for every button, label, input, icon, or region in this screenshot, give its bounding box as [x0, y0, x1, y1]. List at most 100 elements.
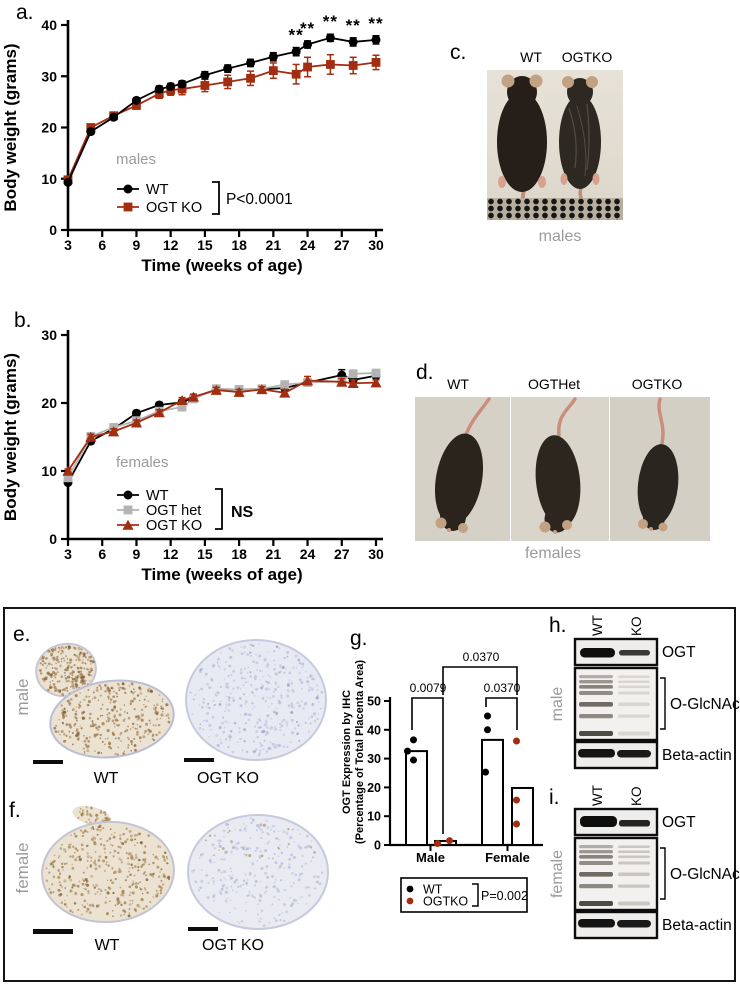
bars	[404, 712, 533, 847]
svg-text:20: 20	[367, 781, 381, 795]
blot-side-label: male	[549, 687, 566, 722]
lane-label: KO	[629, 786, 644, 806]
scatter-point	[513, 820, 520, 827]
data-point	[269, 52, 278, 61]
significance-asterisks: **	[368, 14, 383, 33]
blot-row-label: O-GlcNAc	[670, 866, 740, 883]
data-point	[349, 61, 358, 70]
legend: WTOGT KO P<0.0001	[117, 182, 293, 216]
scalebar-f-ko	[188, 927, 218, 931]
band	[618, 846, 650, 849]
svg-text:0: 0	[374, 839, 381, 853]
p-value: 0.0370	[463, 650, 500, 664]
photo-d-label-wt: WT	[438, 377, 478, 392]
y-axis-label: Body weight (grams)	[1, 43, 20, 211]
scalebar-f-wt	[33, 929, 73, 934]
female-wt-mouse-illustration	[415, 397, 510, 541]
band	[618, 692, 650, 695]
bracket	[660, 848, 665, 899]
scatter-point	[410, 757, 417, 764]
legend-label: OGTKO	[423, 895, 468, 909]
photo-female-ko	[610, 397, 710, 541]
legend-label: OGT het	[146, 503, 201, 519]
svg-text:9: 9	[133, 237, 141, 253]
svg-text:15: 15	[197, 546, 213, 562]
data-point	[124, 185, 133, 194]
cage-grate	[487, 198, 623, 220]
scatter-point	[484, 726, 491, 733]
band	[579, 675, 613, 678]
svg-text:9: 9	[133, 546, 141, 562]
scatter-point	[410, 736, 417, 743]
bodyweight-chart-males: 0102030403 6 9 12 15 18 21 24 27 30Time (weeks of…	[0, 0, 420, 294]
scatter-point	[404, 748, 411, 755]
svg-text:30: 30	[41, 327, 57, 343]
data-point	[124, 203, 133, 212]
hist-e-label-wt: WT	[76, 770, 136, 788]
band	[618, 856, 650, 859]
data-point	[349, 37, 358, 46]
series-wt	[64, 33, 381, 187]
band	[618, 902, 650, 906]
band	[579, 702, 613, 707]
mouse-male-ko	[559, 76, 601, 202]
x-axis-label: Time (weeks of age)	[141, 565, 302, 584]
photo-female-mice	[415, 397, 710, 541]
band	[618, 715, 650, 718]
photo-d-label-ogthet: OGTHet	[519, 377, 589, 392]
data-point	[326, 60, 335, 69]
band	[579, 884, 613, 888]
panel-letter-e: e.	[13, 624, 31, 645]
legend-label: WT	[146, 488, 169, 504]
legend: WTOGTKO P=0.002	[401, 878, 528, 912]
female-placenta-histology	[30, 800, 340, 952]
data-point	[326, 33, 335, 42]
svg-text:15: 15	[197, 237, 213, 253]
band	[618, 873, 650, 877]
female-ko-mouse-illustration	[610, 397, 710, 541]
hist-f-label-wt: WT	[77, 937, 137, 955]
photo-c-label-wt: WT	[511, 50, 551, 65]
band	[619, 820, 650, 827]
svg-text:40: 40	[41, 17, 57, 33]
bodyweight-chart-females: 0 10 20 30 3 6 9 12 15 18 21 24 27 30 Time (weeks of a…	[0, 300, 420, 594]
photo-female-het	[511, 397, 609, 541]
data-point	[166, 82, 175, 91]
band	[617, 750, 651, 758]
svg-text:10: 10	[41, 463, 57, 479]
male-mice-illustration	[487, 70, 623, 202]
svg-text:12: 12	[163, 237, 179, 253]
bar	[406, 751, 427, 845]
data-point	[132, 96, 141, 105]
svg-text:10: 10	[367, 810, 381, 824]
band	[619, 650, 650, 656]
photo-d-label-ogtko: OGTKO	[622, 377, 692, 392]
svg-text:0: 0	[49, 222, 57, 238]
svg-text:3: 3	[64, 237, 72, 253]
svg-text:20: 20	[41, 395, 57, 411]
svg-text:24: 24	[300, 546, 316, 562]
blot-row-label: Beta-actin	[662, 917, 732, 934]
photo-male-mice	[487, 70, 623, 220]
scatter-point	[513, 797, 520, 804]
legend-label: WT	[146, 182, 169, 198]
svg-text:18: 18	[231, 237, 247, 253]
sex-note: males	[116, 151, 156, 168]
lane-label: KO	[629, 616, 644, 636]
band	[579, 685, 613, 689]
blot-row-label: OGT	[662, 644, 696, 661]
data-point	[303, 40, 312, 49]
svg-text:24: 24	[300, 237, 316, 253]
data-point	[200, 71, 209, 80]
data-point	[86, 127, 95, 136]
svg-text:10: 10	[41, 171, 57, 187]
data-point	[372, 369, 381, 378]
svg-text:3: 3	[64, 546, 72, 562]
band	[618, 732, 650, 736]
figure-root: a. b. c. d. e. f. g. h. i. 0 10 20 30 40 3 6 9 1…	[0, 0, 740, 986]
significance-asterisks: **	[323, 12, 338, 31]
bar	[512, 788, 533, 845]
lane-label: WT	[590, 785, 605, 806]
legend-label: OGT KO	[146, 200, 202, 216]
band	[618, 686, 650, 689]
